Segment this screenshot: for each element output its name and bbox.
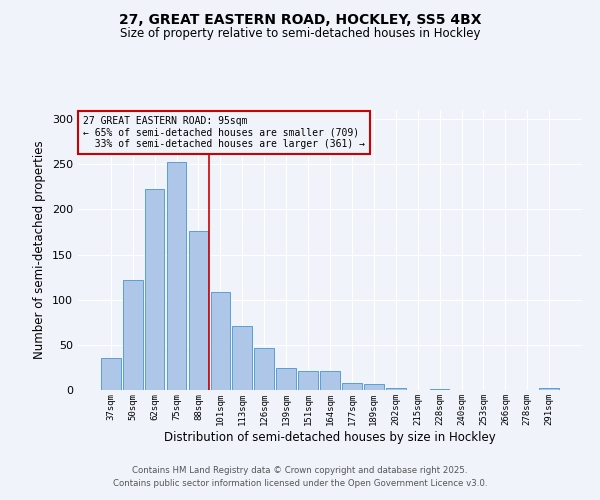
- Text: Contains HM Land Registry data © Crown copyright and database right 2025.
Contai: Contains HM Land Registry data © Crown c…: [113, 466, 487, 487]
- Bar: [276, 368, 296, 390]
- Bar: [232, 326, 252, 390]
- Bar: [211, 292, 230, 390]
- Bar: [145, 190, 164, 390]
- Bar: [430, 389, 449, 390]
- Y-axis label: Number of semi-detached properties: Number of semi-detached properties: [34, 140, 46, 360]
- Bar: [364, 384, 384, 390]
- Bar: [188, 231, 208, 390]
- Bar: [101, 358, 121, 390]
- Bar: [123, 280, 143, 390]
- Bar: [167, 162, 187, 390]
- Bar: [539, 388, 559, 390]
- Bar: [386, 388, 406, 390]
- X-axis label: Distribution of semi-detached houses by size in Hockley: Distribution of semi-detached houses by …: [164, 430, 496, 444]
- Text: Size of property relative to semi-detached houses in Hockley: Size of property relative to semi-detach…: [120, 28, 480, 40]
- Text: 27, GREAT EASTERN ROAD, HOCKLEY, SS5 4BX: 27, GREAT EASTERN ROAD, HOCKLEY, SS5 4BX: [119, 12, 481, 26]
- Bar: [320, 371, 340, 390]
- Text: 27 GREAT EASTERN ROAD: 95sqm
← 65% of semi-detached houses are smaller (709)
  3: 27 GREAT EASTERN ROAD: 95sqm ← 65% of se…: [83, 116, 365, 149]
- Bar: [342, 383, 362, 390]
- Bar: [298, 371, 318, 390]
- Bar: [254, 348, 274, 390]
